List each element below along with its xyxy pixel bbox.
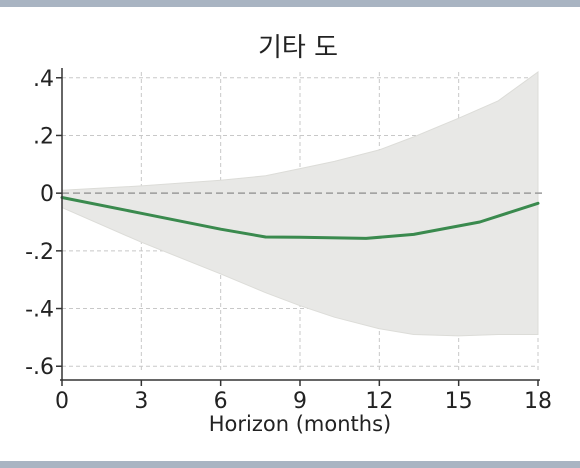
confidence-band-0 [61,71,539,337]
x-tick-label-4: 12 [365,389,393,414]
x-tick-label-1: 3 [134,389,148,414]
y-tick-label-4: -.4 [25,298,54,323]
y-tick-label-0: .4 [33,67,54,92]
y-tick-label-2: 0 [40,182,54,207]
x-tick-label-6: 18 [524,389,552,414]
x-tick-label-3: 9 [293,389,307,414]
x-tick-label-2: 6 [214,389,228,414]
y-tick-label-5: -.6 [25,355,54,380]
x-tick-label-5: 15 [445,389,473,414]
band-layer [61,71,539,337]
axis-layer: .4.20-.2-.4-.60 3 6 9 12 15 18 [25,67,552,414]
line-layer [60,196,540,240]
y-tick-label-1: .2 [33,124,54,149]
x-tick-label-0: 0 [55,389,69,414]
chart-title: 기타 도 [258,33,338,63]
y-tick-label-3: -.2 [25,240,54,265]
response-line-0 [60,196,540,240]
x-axis-title: Horizon (months) [209,412,391,436]
